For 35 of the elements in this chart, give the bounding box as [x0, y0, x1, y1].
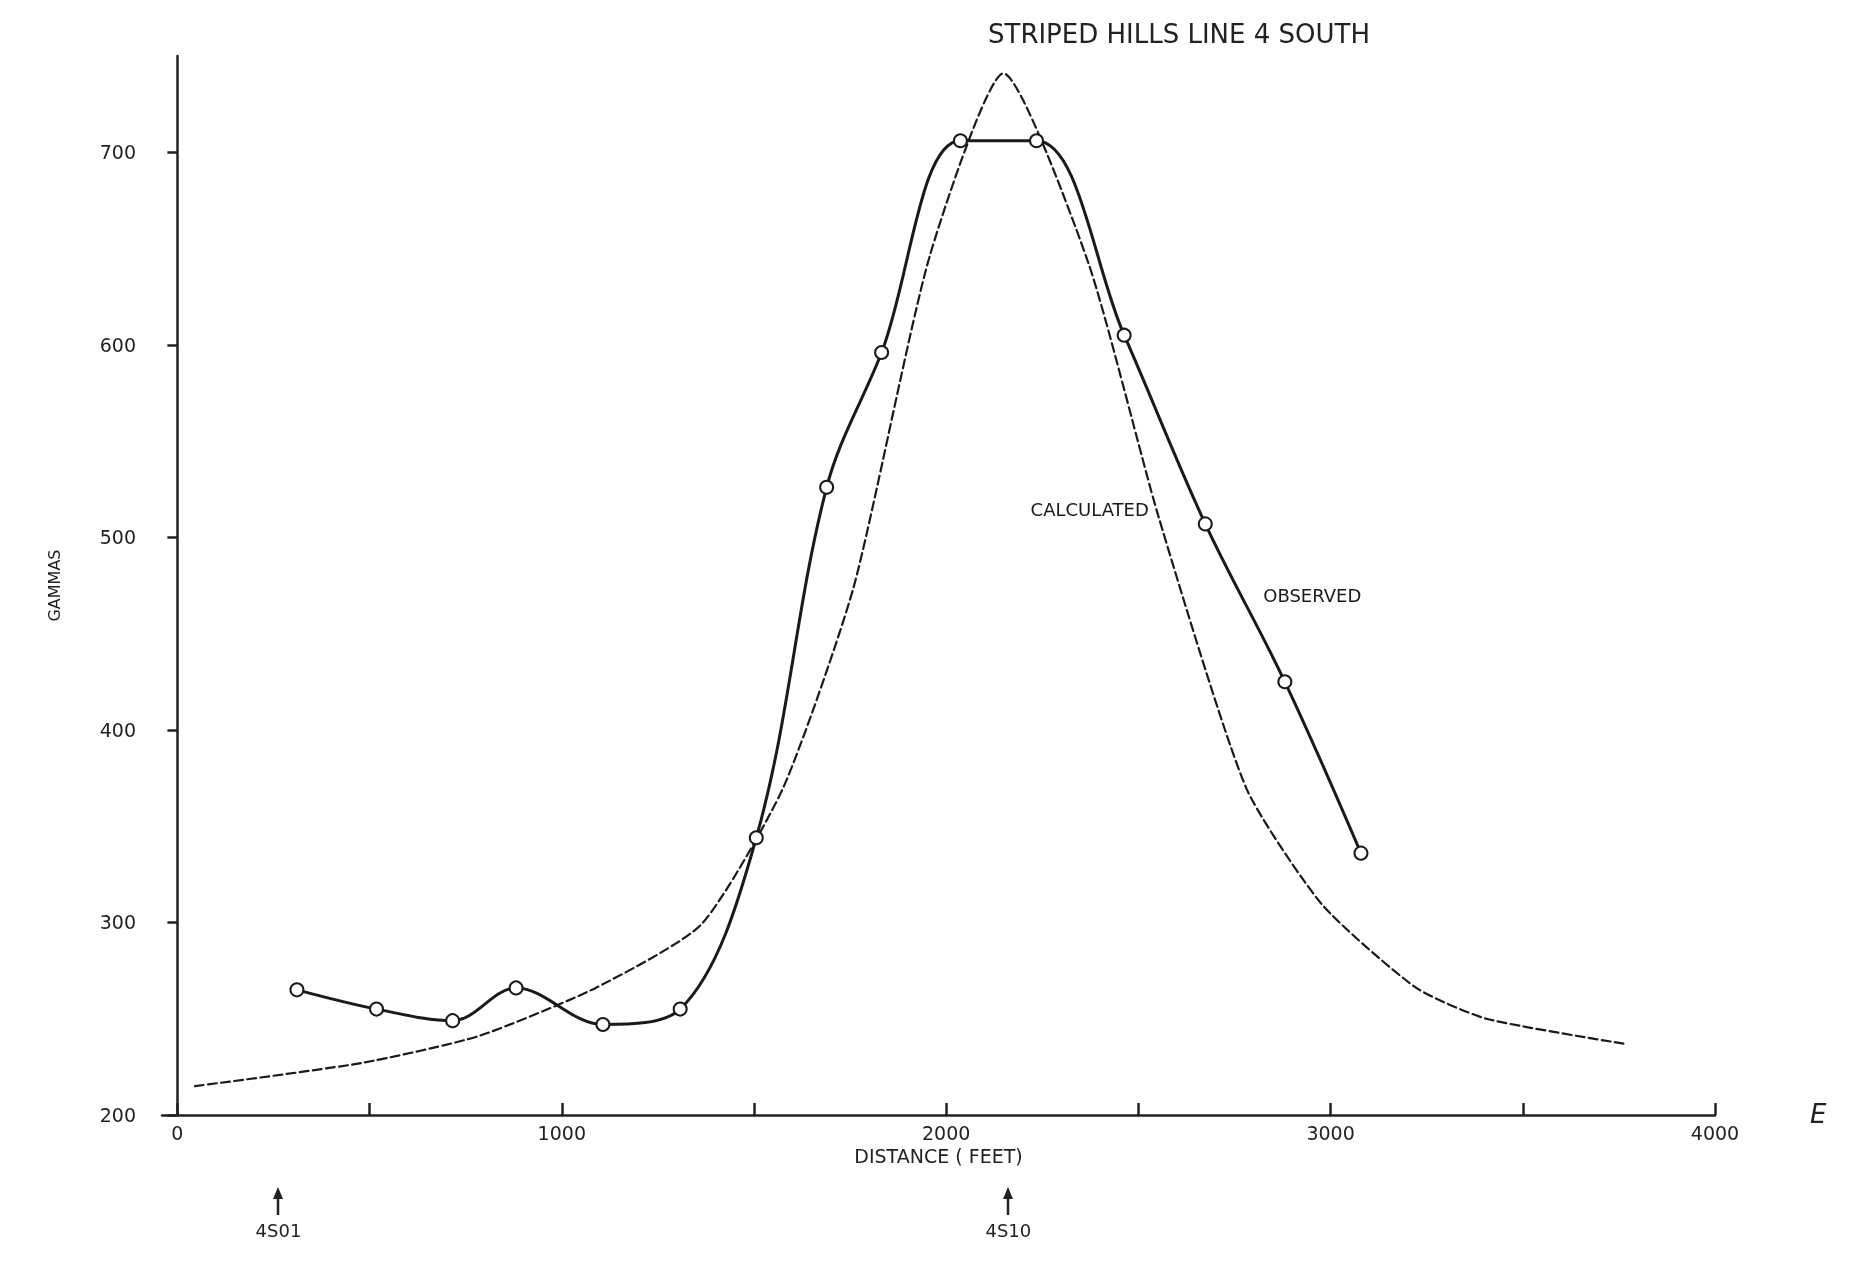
point: [1116, 327, 1132, 343]
text: E: [1810, 1099, 1827, 1129]
x-tick-label: 1000: [537, 1121, 586, 1144]
y-tick-label: 300: [99, 911, 136, 934]
text: 4S10: [985, 1219, 1032, 1241]
y-tick-label: 200: [99, 1104, 136, 1126]
point: [595, 1017, 611, 1032]
series-label: OBSERVED: [1263, 584, 1362, 606]
chart-title: STRIPED HILLS LINE 4 SOUTH: [988, 19, 1371, 49]
point: [369, 1001, 384, 1017]
point: [1277, 674, 1293, 690]
y-tick-label: 600: [99, 333, 136, 356]
point: [672, 1001, 688, 1017]
y-axis-title: GAMMAS: [44, 549, 64, 622]
y-tick-label: 500: [99, 526, 136, 549]
series-label: CALCULATED: [1030, 499, 1149, 521]
x-axis-title: DISTANCE ( FEET): [854, 1145, 1023, 1168]
point: [508, 980, 524, 996]
point: [1353, 845, 1369, 861]
point: [1029, 133, 1045, 149]
x-tick-label: 2000: [922, 1121, 971, 1144]
x-tick-label: 0: [171, 1121, 184, 1144]
point: [952, 133, 968, 149]
y-tick-label: 700: [99, 141, 136, 164]
point: [874, 345, 890, 361]
line-series: [193, 72, 1626, 1088]
point: [445, 1013, 461, 1029]
point: [289, 982, 305, 998]
y-tick-label: 400: [99, 718, 136, 741]
point: [748, 830, 764, 846]
x-tick-label: 3000: [1306, 1121, 1355, 1144]
point: [819, 479, 835, 495]
point: [1197, 516, 1213, 532]
text: 4S01: [255, 1219, 302, 1241]
x-tick-label: 4000: [1690, 1121, 1740, 1144]
